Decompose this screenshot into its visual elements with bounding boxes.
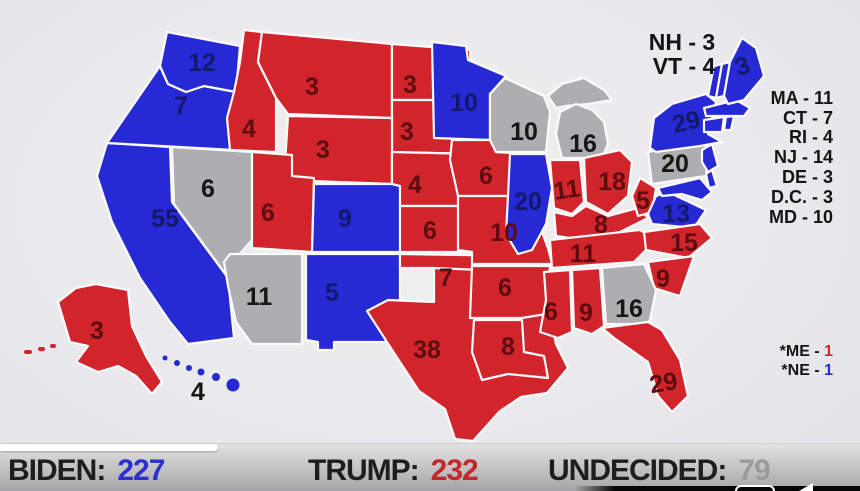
state-delaware [704,168,719,190]
callout-ma: MA - 11 [771,88,833,108]
ev-ohio: 18 [598,168,626,196]
ev-missouri: 10 [490,219,518,247]
ev-alabama: 9 [579,299,593,327]
state-wyoming [282,114,394,186]
ev-south-dakota: 3 [400,118,414,146]
callout-ct: CT - 7 [783,108,833,128]
ev-north-dakota: 3 [403,71,417,99]
ev-wisconsin: 10 [510,118,538,146]
ev-montana: 3 [305,73,319,101]
ev-kansas: 6 [423,217,437,245]
ev-arizona: 11 [246,283,273,311]
ev-north-carolina: 15 [670,229,698,257]
ev-mississippi: 6 [544,298,558,326]
footnote-maine: *ME - 1 [780,343,833,360]
state-new-jersey [700,142,720,174]
undecided-total: 79 [738,454,770,487]
state-mississippi [538,268,574,340]
state-california [95,141,236,346]
map-states [24,28,766,443]
state-michigan [546,76,614,160]
state-arizona [222,252,304,346]
state-virginia [646,190,708,230]
state-hawaii [162,355,240,392]
state-montana [256,30,394,120]
state-washington [158,30,242,94]
biden-score: BIDEN: 227 [8,454,165,488]
ev-new-york: 29 [670,105,703,139]
undecided-score: UNDECIDED: 79 [548,454,771,488]
callout-ri: RI - 4 [789,127,833,147]
player-controls-strip [575,486,860,491]
ev-indiana: 11 [552,174,582,205]
ev-arkansas: 6 [498,274,512,302]
biden-label: BIDEN: [8,454,106,487]
ev-tennessee: 11 [570,240,597,268]
callout-vt: VT - 4 [653,53,716,79]
ev-oklahoma: 7 [439,264,453,292]
ev-georgia: 16 [615,295,643,323]
state-florida [600,320,690,414]
state-wisconsin [488,76,552,154]
callout-dc: D.C. - 3 [771,187,833,207]
ev-west-virginia: 5 [636,187,650,215]
ev-new-mexico: 5 [325,279,339,307]
state-connecticut [702,115,726,134]
trump-label: TRUMP: [308,454,420,487]
state-louisiana [470,318,550,382]
scoreboard-bar [0,443,860,491]
ev-iowa: 6 [479,162,493,190]
ev-illinois: 20 [514,188,542,216]
state-illinois [504,152,554,256]
undecided-label: UNDECIDED: [548,454,727,487]
state-alaska [24,282,164,396]
ev-texas: 38 [413,336,441,364]
callout-nj: NJ - 14 [774,147,833,167]
state-ohio [582,148,634,216]
biden-total: 227 [117,454,165,487]
map-ev-numbers: 12 7 55 6 4 3 3 3 3 6 9 11 5 4 6 7 38 10… [90,49,753,406]
state-alabama [570,266,606,336]
footnote-nebraska: *NE - 1 [781,362,833,379]
callout-md: MD - 10 [769,207,833,227]
ev-south-carolina: 9 [656,265,670,293]
trump-total: 232 [430,454,479,487]
map-callouts: NH - 3 VT - 4 MA - 11 CT - 7 RI - 4 NJ -… [649,29,833,379]
ev-nebraska: 4 [408,171,422,199]
state-georgia [600,262,658,326]
ev-hawaii: 4 [191,378,205,406]
ev-minnesota: 10 [450,89,478,117]
player-button-outline-icon[interactable] [735,485,775,491]
state-maryland [656,176,714,202]
ev-oregon: 7 [174,92,188,120]
ev-florida: 29 [647,367,679,399]
ev-idaho: 4 [242,115,256,143]
state-utah [250,150,316,254]
ev-alaska: 3 [90,317,104,345]
state-north-carolina [642,222,714,260]
callout-de: DE - 3 [782,167,833,187]
video-progress-bar[interactable] [0,444,218,451]
state-maine [722,36,766,106]
ev-washington: 12 [188,49,216,77]
ev-utah: 6 [261,199,275,227]
callout-nh: NH - 3 [649,29,715,55]
trump-score: TRUMP: 232 [308,454,479,488]
ev-wyoming: 3 [316,136,330,164]
ev-michigan: 16 [569,130,597,158]
cursor-icon [799,483,813,491]
ev-nevada: 6 [201,175,215,203]
ev-virginia: 13 [662,200,690,228]
state-rhode-island [722,114,736,132]
ev-colorado: 9 [338,205,352,233]
ev-kentucky: 8 [594,211,608,239]
state-arkansas [468,264,552,320]
state-tennessee [548,228,658,270]
ev-louisiana: 8 [501,333,515,361]
ev-pennsylvania: 20 [661,150,689,178]
state-indiana [548,158,586,216]
ev-california: 55 [151,205,179,233]
